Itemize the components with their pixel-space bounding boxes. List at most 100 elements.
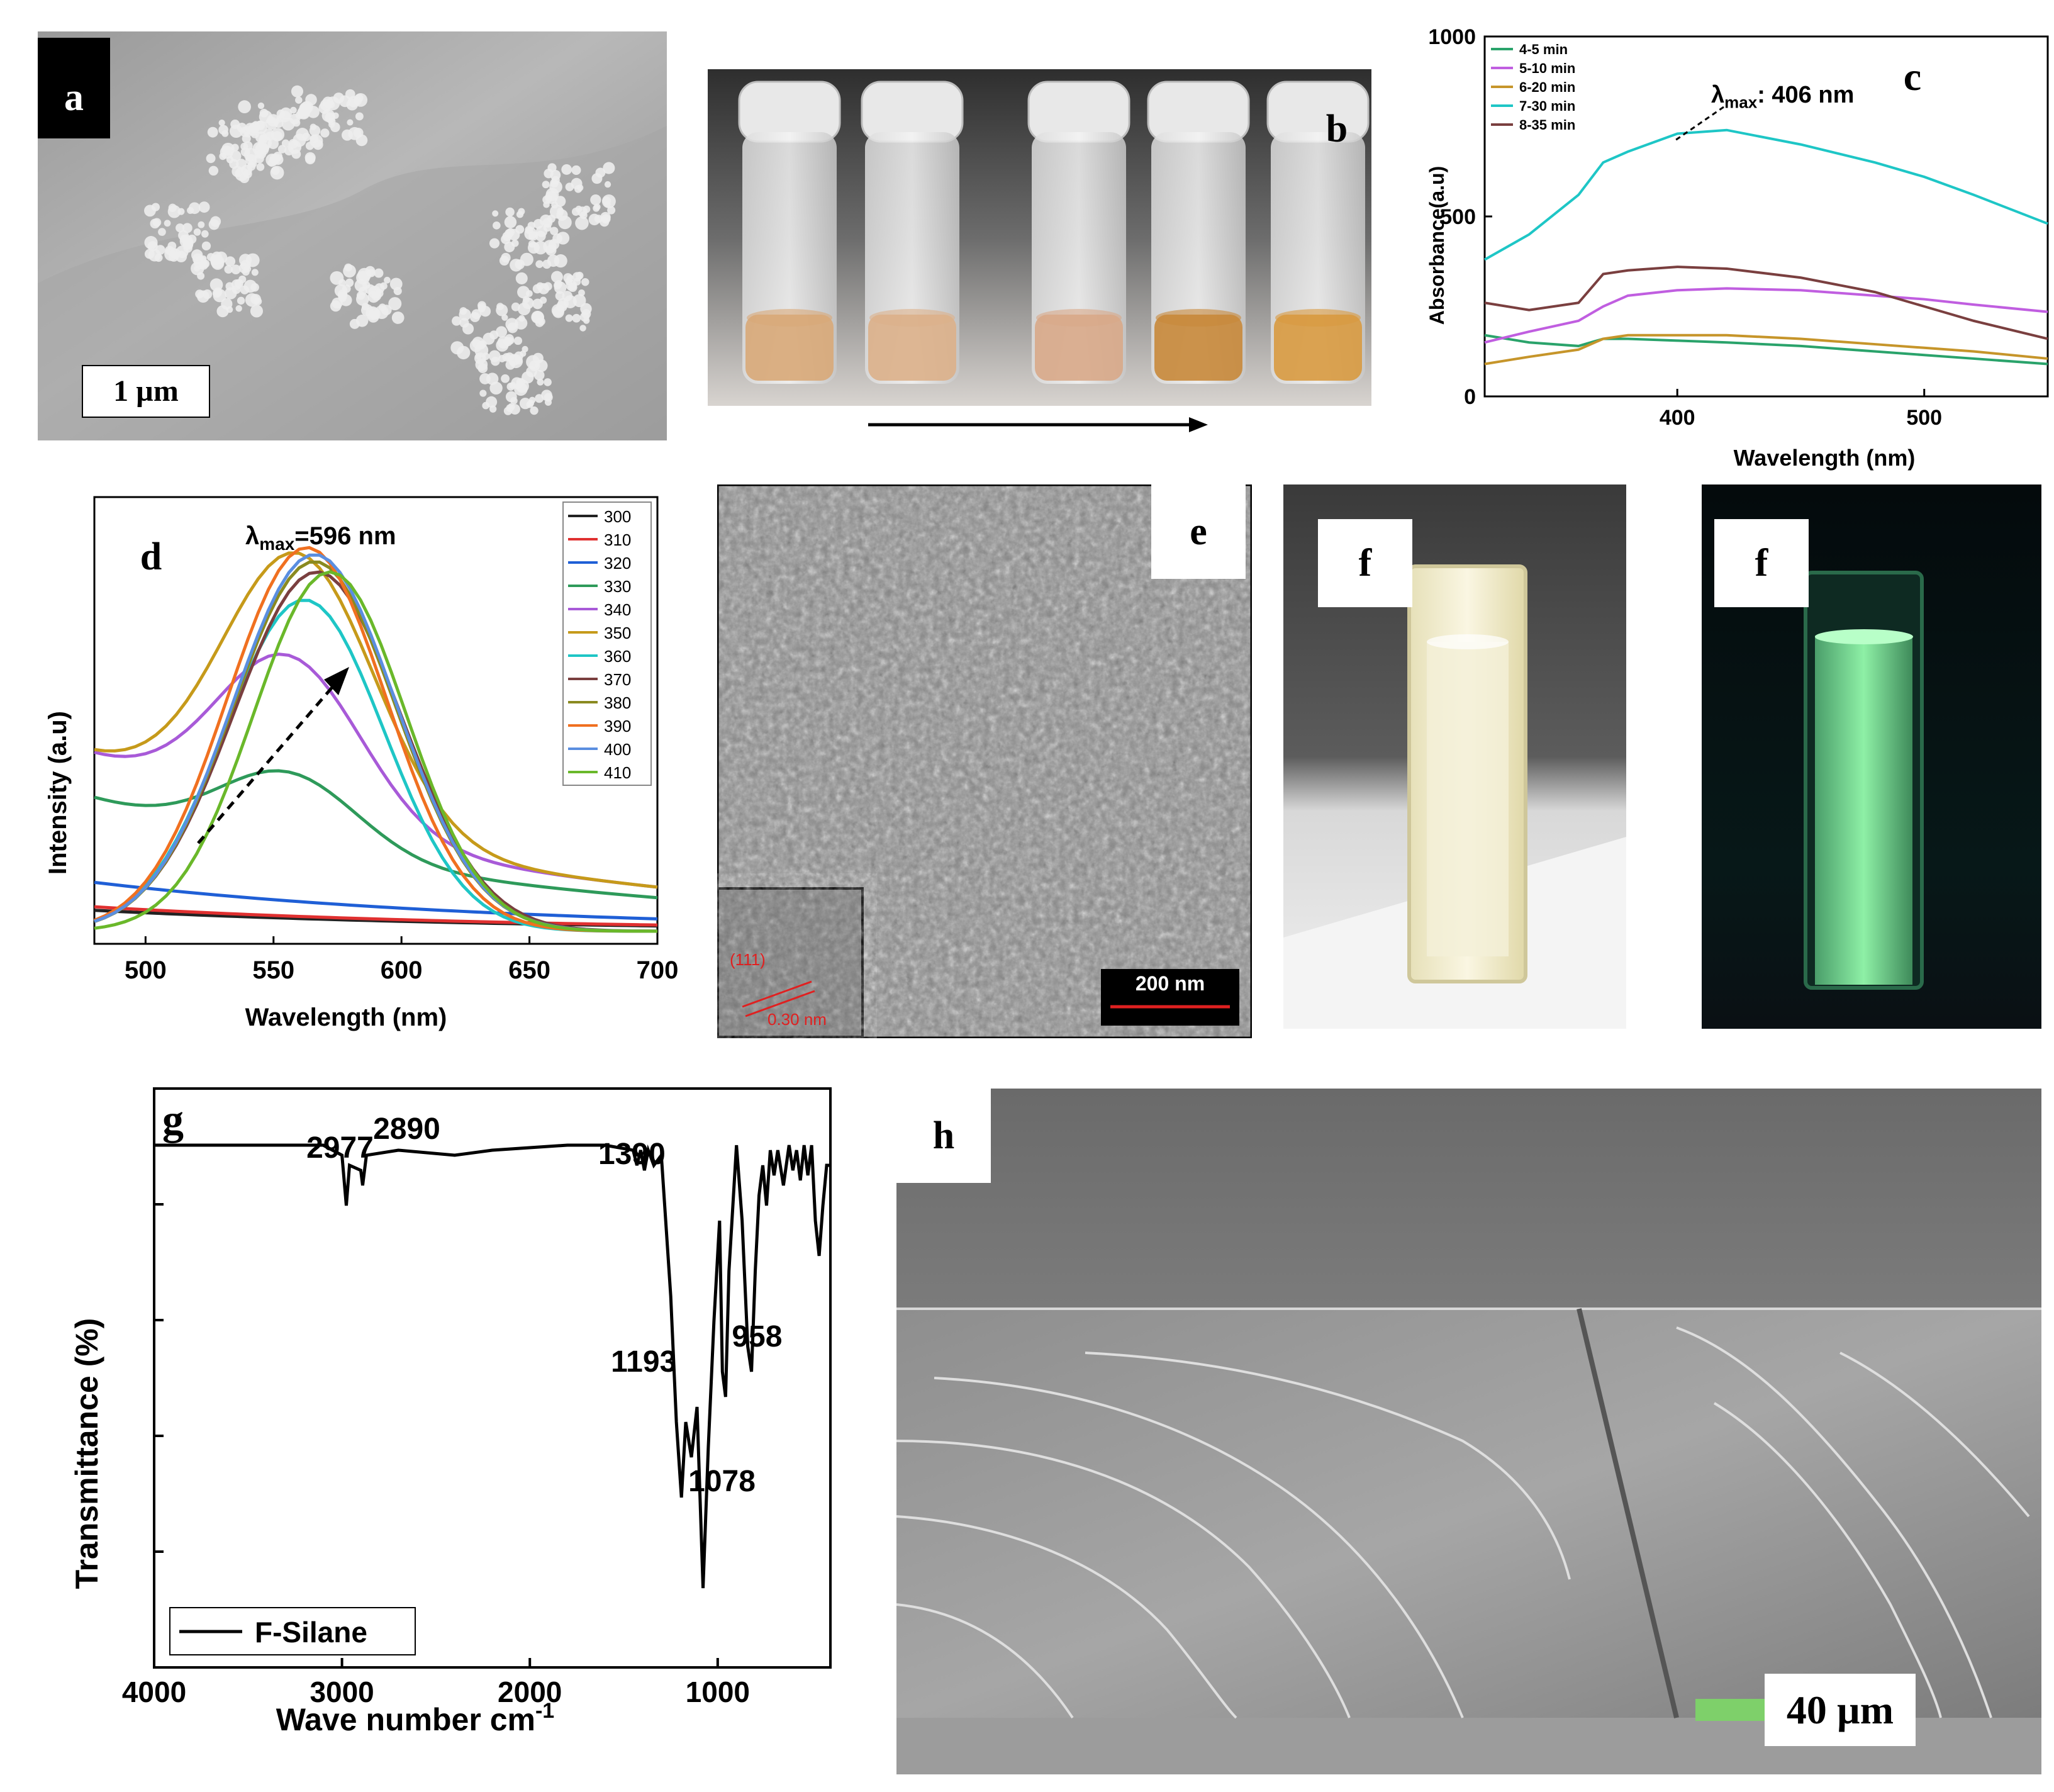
chart-g-peak-label: 2890 [373,1112,440,1146]
panel-e-label: e [1190,510,1207,553]
chart-c-legend-label: 8-35 min [1519,117,1575,133]
panel-c-lambda-sub: max [1724,92,1758,112]
fracture-line [1713,1402,1942,1718]
chart-g-peak-label: 958 [732,1320,782,1353]
chart-c-legend-label: 4-5 min [1519,42,1568,57]
panel-b-image [708,69,1371,406]
chart-c-legend-label: 6-20 min [1519,79,1575,95]
chart-d-legend-label: 400 [604,740,631,759]
panel-f-uv-photo: f [1702,484,2041,1029]
fracture-line [1085,1352,1571,1580]
panel-g-chart: Transmittance (%) Wave number cm-1 4000 3… [38,1076,856,1781]
panel-d-annotation: λmax=596 nm [245,522,396,554]
chart-d-legend-label: 320 [604,554,631,573]
chart-c-svg: Absorbance(a.u) Wavelength (nm) 0 500 1000… [1426,25,2049,471]
fracture-line [896,1515,1237,1719]
chart-d-xtick-label: 550 [252,956,294,984]
panel-c-label: c [1903,54,1922,99]
panel-f2-label-box [1714,519,1809,607]
chart-d-series-line [94,570,658,933]
chart-g-svg: Transmittance (%) Wave number cm-1 4000 3… [69,1087,832,1737]
chart-c-series-line [1484,287,2048,344]
chart-g-peak-label: 1390 [598,1138,666,1171]
fracture-line [1676,1326,1992,1718]
chart-c-ylabel: Absorbance(a.u) [1426,166,1448,325]
chart-c-legend-label: 7-30 min [1519,98,1575,114]
chart-d-legend-label: 350 [604,624,631,642]
panel-d-lambda-sub: max [259,534,295,554]
panel-d-lambda: λ [245,522,260,550]
panel-e-scale-label: 200 nm [1135,972,1205,995]
chart-g-xtick-label: 1000 [686,1676,750,1708]
chart-g-xtick-label: 4000 [122,1676,186,1708]
chart-d-legend-label: 310 [604,530,631,549]
panel-b-label: b [1326,108,1348,150]
fracture-line [896,1603,1074,1719]
panel-b-arrow [868,417,1208,432]
chart-d-xtick-label: 500 [125,956,167,984]
chart-g-ylabel: Transmittance (%) [69,1318,104,1589]
chart-d-legend-label: 410 [604,763,631,782]
panel-e-label-box [1151,484,1246,579]
chart-c-series-line [1484,128,2048,261]
chart-d-ylabel: Intensity (a.u) [44,711,72,875]
panel-d-lambda-value: =596 nm [294,522,396,550]
chart-d-series-line [94,905,658,927]
chart-d-xtick-label: 650 [508,956,550,984]
chart-d-arrow-line [197,685,335,844]
chart-d-legend-label: 370 [604,670,631,689]
chart-g-frame [153,1087,832,1669]
chart-d-legend-label: 390 [604,717,631,736]
panel-c-annotation: λmax: 406 nm [1711,82,1854,113]
chart-c-ytick-label: 500 [1440,205,1476,229]
fracture-line [1839,1352,2030,1518]
chart-d-frame [93,496,659,945]
panel-f1-label-box [1318,519,1412,607]
panel-c-lambda: λ [1711,82,1725,108]
chart-c-xtick-label: 500 [1906,406,1942,430]
panel-d-label: d [140,535,162,578]
chart-d-legend-label: 340 [604,600,631,619]
fracture-line [896,1440,1351,1718]
panel-g-label: g [162,1095,184,1143]
panel-e-inset-plane: (111) [730,950,766,969]
chart-d-legend-label: 380 [604,693,631,712]
chart-d-series-line [94,769,658,900]
panel-f-daylight-photo: f [1283,484,1626,1029]
chart-d-arrow-head [324,667,349,695]
chart-d-legend-box [562,501,652,786]
panel-d-chart: Intensity (a.u) Wavelength (nm) 500 550 60… [38,478,692,1044]
chart-d-legend-label: 360 [604,647,631,666]
chart-c-series-line [1484,333,2048,366]
panel-e-inset-spacing: 0.30 nm [767,1010,827,1029]
panel-e-tem-image: e 200 nm (111) 0.30 nm [715,483,1254,1040]
nanoparticle-clusters [144,85,616,415]
chart-c-series-line [1484,333,2048,366]
chart-c-series-line [1484,266,2048,340]
chart-c-legend-label: 5-10 min [1519,60,1575,76]
chart-g-peak-label: 2977 [306,1131,374,1165]
chart-g-peak-label: 1193 [611,1345,676,1379]
panel-a-scale-label: 1 µm [82,365,210,418]
panel-a-label-box [38,38,110,138]
chart-c-ytick-label: 0 [1464,385,1476,409]
chart-g-xtick-label: 3000 [310,1676,374,1708]
chart-d-series-line [94,551,658,889]
chart-g-xtick-label: 2000 [498,1676,562,1708]
panel-h-label-box [896,1089,991,1183]
chart-d-series-line [94,880,658,921]
chart-c-ytick-label: 1000 [1428,25,1476,49]
chart-d-svg: Intensity (a.u) Wavelength (nm) 500 550 60… [44,496,679,1031]
panel-h-label: h [932,1114,955,1157]
panel-a-image [38,31,667,440]
panel-c-lambda-value: : 406 nm [1757,82,1855,108]
panel-a-sem-image: a 1 µm [38,31,667,440]
chart-d-xtick-label: 700 [637,956,679,984]
chart-g-legend-label: F-Silane [255,1616,367,1649]
chart-g-peak-label: 1078 [688,1465,756,1498]
panel-h-scale-label: 40 µm [1765,1674,1916,1746]
chart-d-xlabel: Wavelength (nm) [245,1004,447,1031]
fracture-line [934,1377,1464,1718]
panel-h-image [896,1089,2041,1774]
chart-c-annotation-arrow [1673,106,1724,143]
